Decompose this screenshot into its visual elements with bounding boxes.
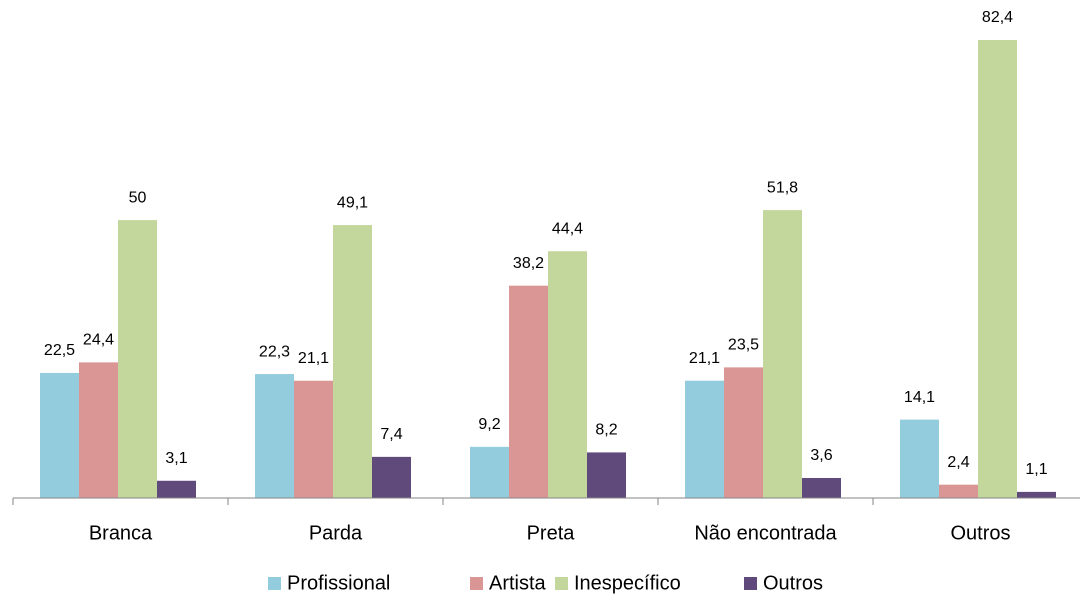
bar	[333, 225, 372, 498]
data-label: 82,4	[982, 9, 1013, 26]
data-label: 22,3	[259, 343, 290, 360]
bar	[978, 40, 1017, 498]
bar	[157, 480, 196, 498]
legend-label: Artista	[489, 572, 547, 594]
data-label: 14,1	[904, 389, 935, 406]
data-label: 3,6	[810, 447, 832, 464]
bar	[548, 251, 587, 498]
x-tick-label: Preta	[527, 522, 576, 544]
data-label: 22,5	[44, 342, 75, 359]
data-label: 23,5	[728, 337, 759, 354]
bar	[724, 367, 763, 498]
x-tick-label: Branca	[89, 522, 153, 544]
bar	[79, 362, 118, 498]
data-label: 21,1	[298, 350, 329, 367]
data-label: 1,1	[1025, 461, 1047, 478]
data-label: 51,8	[767, 179, 798, 196]
data-label: 49,1	[337, 194, 368, 211]
bar	[587, 452, 626, 498]
x-tick-label: Outros	[950, 522, 1010, 544]
legend-swatch	[555, 577, 568, 590]
bar	[763, 210, 802, 498]
data-label: 9,2	[478, 416, 500, 433]
bar	[939, 484, 978, 498]
bar	[40, 372, 79, 498]
legend-swatch	[268, 577, 281, 590]
legend-swatch	[470, 577, 483, 590]
bar	[802, 477, 841, 498]
bar	[1017, 491, 1056, 498]
legend-swatch	[744, 577, 757, 590]
data-label: 8,2	[595, 422, 617, 439]
bar	[470, 446, 509, 498]
bar	[255, 374, 294, 498]
data-label: 21,1	[689, 350, 720, 367]
x-tick-label: Parda	[309, 522, 363, 544]
data-label: 44,4	[552, 220, 583, 237]
bar	[509, 285, 548, 498]
data-label: 24,4	[83, 332, 114, 349]
bar	[372, 456, 411, 498]
bar	[294, 380, 333, 498]
legend-label: Outros	[763, 572, 823, 594]
data-label: 50	[129, 189, 147, 206]
legend-label: Profissional	[287, 572, 390, 594]
x-tick-label: Não encontrada	[694, 522, 837, 544]
legend-label: Inespecífico	[574, 572, 681, 594]
bar	[685, 380, 724, 498]
data-label: 7,4	[380, 426, 402, 443]
bar	[900, 419, 939, 498]
data-label: 38,2	[513, 255, 544, 272]
data-label: 2,4	[947, 454, 969, 471]
bar	[118, 220, 157, 498]
data-label: 3,1	[165, 450, 187, 467]
